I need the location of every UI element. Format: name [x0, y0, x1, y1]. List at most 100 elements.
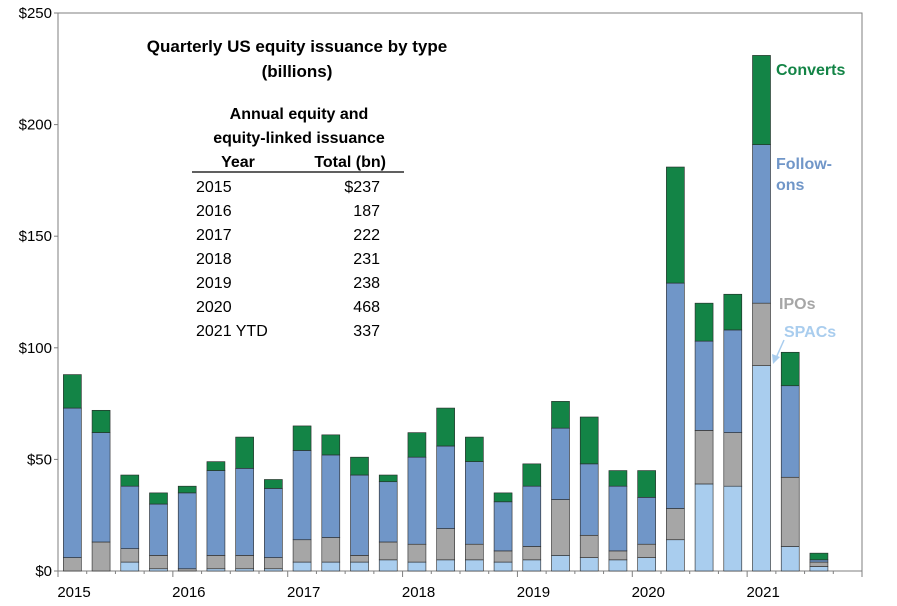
- bar-segment-spacs: [120, 561, 140, 572]
- y-tick-label: $250: [19, 5, 52, 22]
- legend-label-spacs: SPACs: [784, 324, 836, 341]
- bar-segment-follow-ons: [637, 497, 656, 545]
- bar-segment-spacs: [321, 561, 341, 572]
- arrow-line: [775, 339, 785, 359]
- inset-table-header-total: Total (bn): [314, 154, 386, 171]
- chart-title: Quarterly US equity issuance by type: [147, 37, 447, 56]
- bar-segment-converts: [91, 409, 111, 433]
- bar-stack: [177, 485, 197, 572]
- bar-segment-converts: [149, 492, 168, 505]
- bar-stack: [378, 474, 398, 572]
- bar-segment-ipos: [120, 548, 140, 563]
- inset-table-total: $237: [344, 179, 380, 196]
- inset-table-row: 2019 238: [196, 275, 380, 292]
- bar-segment-spacs: [149, 568, 168, 572]
- bar-segment-spacs: [522, 559, 542, 572]
- inset-table-title: Annual equity and: [230, 106, 369, 123]
- bar-segment-ipos: [465, 543, 484, 561]
- bar-segment-converts: [292, 425, 312, 451]
- bar-stack: [809, 552, 829, 572]
- bar-stack: [292, 425, 312, 572]
- legend-label-text: IPOs: [779, 296, 816, 313]
- bar-segment-ipos: [321, 537, 341, 563]
- inset-table-row: 2020 468: [196, 299, 380, 316]
- bar-segment-follow-ons: [235, 468, 254, 556]
- bar-segment-converts: [235, 436, 254, 469]
- bar-segment-follow-ons: [177, 492, 197, 570]
- bar-stack: [522, 463, 542, 572]
- x-axis-ticks: 2015 2016 2017 2018 2019 2020 2021: [57, 571, 863, 601]
- bar-stack: [436, 407, 455, 572]
- inset-table-year: 2018: [196, 251, 232, 268]
- bar-stack: [608, 470, 628, 572]
- bar-segment-follow-ons: [292, 450, 312, 541]
- bar-segment-ipos: [350, 555, 369, 563]
- inset-table-total: 337: [353, 323, 380, 340]
- bar-segment-follow-ons: [321, 454, 341, 538]
- bar-segment-ipos: [579, 534, 599, 558]
- inset-table-total: 222: [353, 227, 380, 244]
- bar-segment-converts: [579, 416, 599, 465]
- inset-table: Annual equity and equity-linked issuance Y…: [192, 106, 404, 340]
- legend-label-text: Converts: [776, 62, 845, 79]
- x-year-label: 2018: [402, 584, 435, 601]
- bar-segment-converts: [522, 463, 542, 487]
- bar-segment-follow-ons: [436, 445, 455, 529]
- bar-segment-spacs: [637, 557, 656, 572]
- bar-segment-ipos: [694, 430, 714, 485]
- bar-stack: [723, 293, 743, 572]
- bar-segment-spacs: [465, 559, 484, 572]
- bar-segment-follow-ons: [264, 488, 283, 558]
- bar-segment-ipos: [723, 432, 743, 487]
- inset-table-year: 2015: [196, 179, 232, 196]
- bar-segment-ipos: [206, 555, 226, 570]
- inset-table-year: 2019: [196, 275, 232, 292]
- bar-segment-spacs: [378, 559, 398, 572]
- inset-table-row: 2018 231: [196, 251, 380, 268]
- bar-segment-ipos: [436, 528, 455, 561]
- inset-table-year: 2017: [196, 227, 232, 244]
- bar-segment-follow-ons: [350, 474, 369, 556]
- bar-segment-converts: [321, 434, 341, 456]
- bar-segment-converts: [780, 351, 800, 387]
- y-tick-label: $0: [35, 563, 52, 580]
- bar-segment-converts: [608, 470, 628, 487]
- bar-segment-converts: [378, 474, 398, 483]
- bar-segment-follow-ons: [723, 329, 743, 433]
- inset-table-title: equity-linked issuance: [213, 130, 385, 147]
- bar-segment-spacs: [292, 561, 312, 572]
- y-tick-label: $200: [19, 117, 52, 134]
- arrow-head: [772, 354, 780, 364]
- bar-stack: [235, 436, 254, 572]
- bar-segment-follow-ons: [206, 470, 226, 556]
- bar-segment-ipos: [177, 568, 197, 572]
- bar-segment-converts: [637, 470, 656, 498]
- bar-stack: [465, 436, 484, 572]
- inset-table-year: 2020: [196, 299, 232, 316]
- bar-segment-ipos: [608, 550, 628, 561]
- bar-segment-converts: [465, 436, 484, 462]
- bar-segment-spacs: [579, 557, 599, 572]
- bar-segment-ipos: [292, 539, 312, 563]
- bar-segment-spacs: [666, 539, 685, 572]
- bar-stack: [551, 401, 570, 572]
- legend-label-ipos: IPOs: [779, 296, 816, 313]
- inset-table-row: 2021 YTD 337: [196, 323, 380, 340]
- bar-segment-follow-ons: [493, 501, 513, 552]
- bar-segment-converts: [809, 552, 829, 561]
- bar-segment-converts: [120, 474, 140, 487]
- bar-segment-converts: [63, 374, 82, 409]
- inset-table-year: 2016: [196, 203, 232, 220]
- bar-segment-converts: [177, 485, 197, 494]
- bar-segment-spacs: [608, 559, 628, 572]
- bar-segment-converts: [436, 407, 455, 447]
- bar-segment-ipos: [809, 561, 829, 567]
- bar-segment-follow-ons: [465, 461, 484, 545]
- bar-segment-converts: [551, 401, 570, 429]
- bar-segment-follow-ons: [522, 485, 542, 547]
- bar-segment-ipos: [637, 543, 656, 558]
- legend-label-text: SPACs: [784, 324, 836, 341]
- bar-segment-ipos: [752, 302, 771, 366]
- legend-label-text: ons: [776, 177, 805, 194]
